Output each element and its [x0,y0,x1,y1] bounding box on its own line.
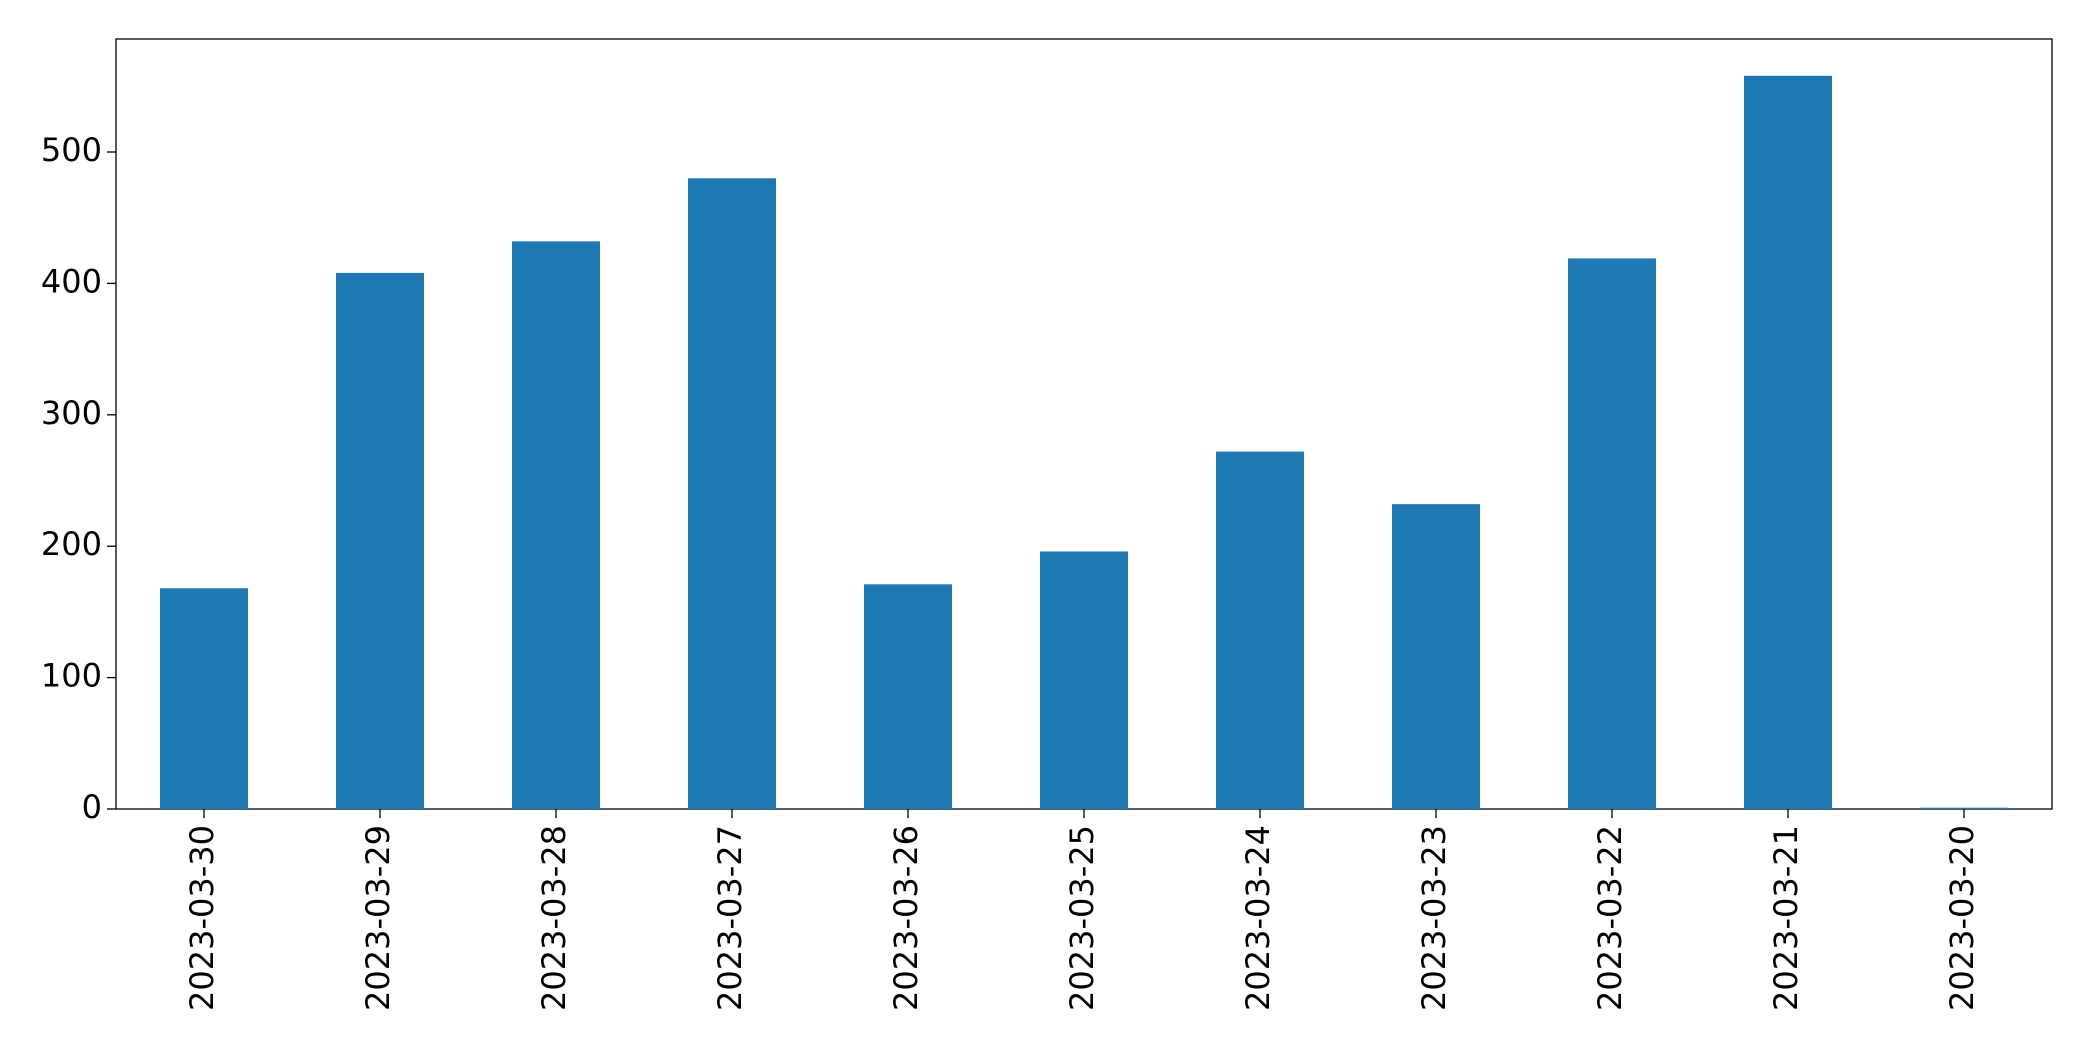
bar [512,241,600,809]
bar [1568,258,1656,809]
bar [1040,551,1128,809]
y-tick-label: 200 [41,525,102,563]
y-tick-label: 400 [41,262,102,300]
x-tick-label: 2023-03-28 [535,825,573,1011]
bar [1920,807,2008,809]
y-tick-label: 0 [82,788,102,826]
y-tick-label: 500 [41,131,102,169]
x-tick-label: 2023-03-26 [887,825,925,1011]
x-tick-label: 2023-03-23 [1415,825,1453,1011]
bar [336,272,424,810]
x-tick-label: 2023-03-29 [359,825,397,1011]
x-tick-label: 2023-03-30 [183,825,221,1011]
bar [1392,504,1480,809]
x-tick-label: 2023-03-27 [711,825,749,1011]
bar [864,584,952,809]
x-tick-label: 2023-03-22 [1591,825,1629,1011]
x-tick-label: 2023-03-24 [1239,825,1277,1011]
y-tick-label: 100 [41,657,102,695]
bar [688,178,776,810]
bar [1744,75,1832,809]
x-tick-label: 2023-03-25 [1063,825,1101,1011]
bar [160,588,248,809]
x-tick-label: 2023-03-21 [1767,825,1805,1011]
bar [1216,451,1304,809]
y-tick-label: 300 [41,394,102,432]
x-tick-label: 2023-03-20 [1943,825,1981,1011]
